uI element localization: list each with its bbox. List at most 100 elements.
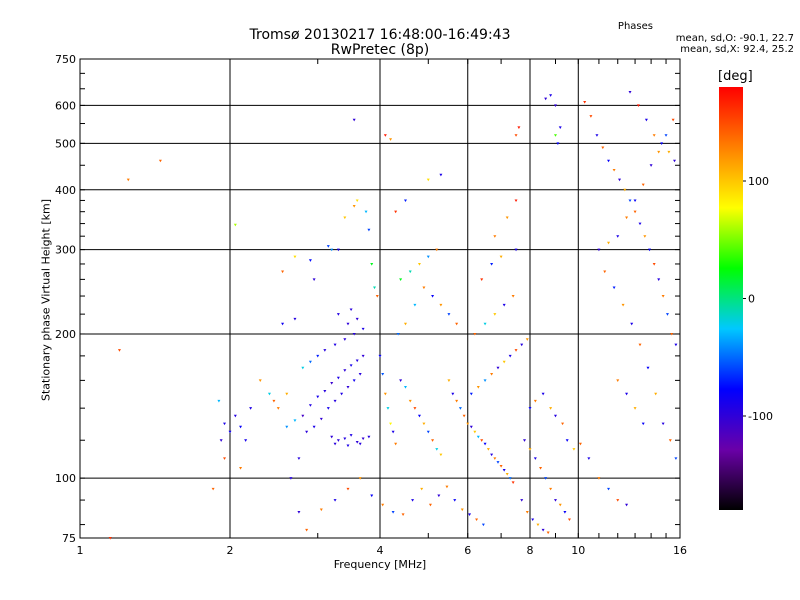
data-point xyxy=(333,343,337,347)
data-point xyxy=(493,313,497,316)
data-point xyxy=(648,248,652,252)
data-point xyxy=(108,537,112,540)
data-point xyxy=(455,399,459,403)
data-point xyxy=(508,477,512,480)
data-point xyxy=(636,104,640,108)
data-point xyxy=(435,248,439,252)
data-point xyxy=(426,430,430,434)
data-point xyxy=(219,439,223,442)
y-tick-label: 300 xyxy=(55,244,76,257)
data-point xyxy=(301,414,305,418)
data-point xyxy=(305,528,309,532)
data-point xyxy=(422,422,426,426)
data-point xyxy=(578,442,582,446)
data-point xyxy=(595,134,599,137)
data-point xyxy=(426,255,430,259)
data-point xyxy=(267,392,271,396)
data-point xyxy=(394,442,398,446)
data-point xyxy=(536,523,540,527)
data-point xyxy=(352,379,356,382)
data-point xyxy=(451,392,455,396)
data-point xyxy=(408,270,412,274)
data-point xyxy=(333,442,337,446)
data-point xyxy=(517,126,521,129)
data-point xyxy=(589,115,593,118)
colorbar-tick-label: -100 xyxy=(748,410,773,423)
x-tick-label: 2 xyxy=(227,544,234,557)
y-tick-label: 75 xyxy=(62,532,76,545)
data-point xyxy=(455,322,459,326)
data-point xyxy=(336,248,340,252)
data-point xyxy=(401,513,405,517)
data-point xyxy=(544,97,548,101)
y-tick-label: 400 xyxy=(55,184,76,197)
data-point xyxy=(490,372,494,376)
data-point xyxy=(435,448,439,451)
data-point xyxy=(652,134,656,137)
y-tick-label: 100 xyxy=(55,472,76,485)
data-point xyxy=(386,407,390,410)
data-point xyxy=(211,487,215,491)
data-point xyxy=(281,322,285,326)
data-point xyxy=(389,138,393,141)
data-point xyxy=(417,414,421,418)
data-point xyxy=(413,303,417,307)
data-point xyxy=(239,467,243,470)
data-point xyxy=(528,407,532,410)
phase-info-o-mode: mean, sd,O: -90.1, 22.7 xyxy=(675,33,794,44)
data-point xyxy=(281,270,285,274)
data-point xyxy=(312,425,316,429)
data-point xyxy=(553,134,557,137)
data-point xyxy=(633,210,637,214)
data-point xyxy=(333,399,337,403)
data-point xyxy=(330,381,334,385)
data-point xyxy=(493,457,497,460)
data-point xyxy=(480,278,484,281)
x-tick-label: 8 xyxy=(527,544,534,557)
data-point xyxy=(623,188,627,192)
data-point xyxy=(649,164,653,167)
data-point xyxy=(358,477,362,480)
data-point xyxy=(285,392,289,396)
x-tick-label: 1 xyxy=(77,544,84,557)
data-point xyxy=(343,369,347,372)
data-point xyxy=(272,399,276,403)
data-point xyxy=(343,338,347,341)
data-point xyxy=(520,499,524,502)
data-point xyxy=(381,372,385,376)
data-point xyxy=(343,437,347,441)
data-point xyxy=(378,354,382,358)
data-point xyxy=(660,142,664,145)
data-point xyxy=(607,487,611,491)
data-point xyxy=(308,360,312,364)
data-point xyxy=(601,146,605,150)
x-tick-label: 4 xyxy=(377,544,384,557)
data-point xyxy=(553,104,557,108)
x-tick-label: 16 xyxy=(673,544,687,557)
data-point xyxy=(481,523,485,527)
data-point xyxy=(462,414,466,418)
data-point xyxy=(223,457,227,460)
data-point xyxy=(411,499,415,502)
data-point xyxy=(370,494,374,498)
data-point xyxy=(428,503,432,507)
chart-title: Tromsø 20130217 16:48:00-16:49:43 xyxy=(249,27,511,43)
data-point xyxy=(616,235,620,238)
data-point xyxy=(628,90,632,94)
data-point xyxy=(531,518,535,522)
data-point xyxy=(638,343,642,347)
colorbar xyxy=(719,87,743,510)
data-point xyxy=(630,322,634,326)
data-point xyxy=(355,199,359,203)
data-point xyxy=(330,435,334,439)
data-point xyxy=(403,385,407,389)
data-point xyxy=(514,248,518,252)
data-point xyxy=(633,407,637,410)
data-point xyxy=(641,183,645,187)
data-point xyxy=(343,216,347,220)
data-point xyxy=(249,407,253,410)
data-point xyxy=(505,473,509,476)
data-point xyxy=(583,100,587,104)
data-point xyxy=(326,245,330,248)
